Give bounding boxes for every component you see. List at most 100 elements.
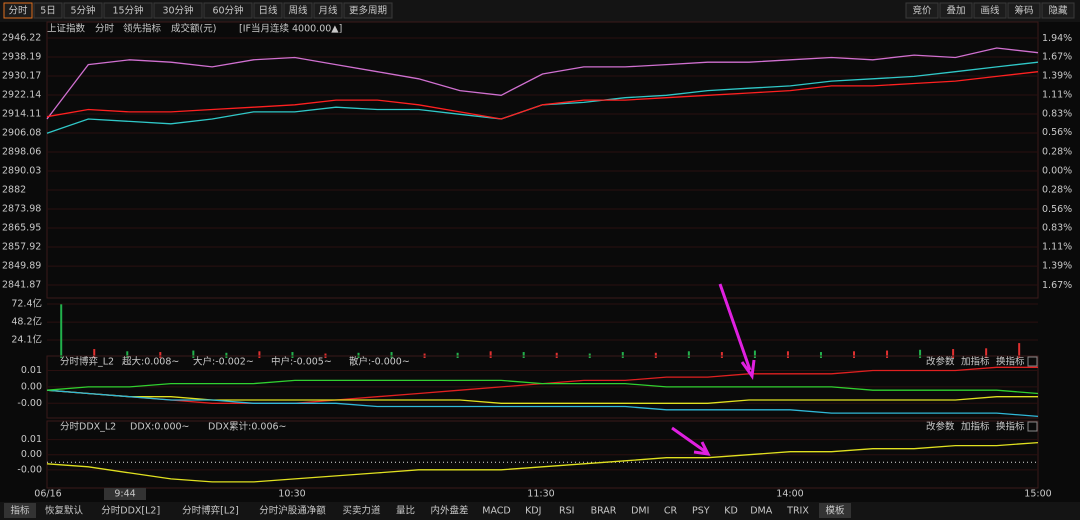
cursor-label-bg — [104, 488, 146, 500]
bottom-tab[interactable]: 买卖力道 — [342, 505, 381, 517]
panel-button[interactable]: 换指标 — [996, 421, 1025, 433]
volume-bar — [753, 350, 756, 358]
y-tick-label: 2946.22 — [2, 33, 41, 44]
tool-button[interactable] — [1007, 2, 1041, 19]
x-tick-label: 14:00 — [776, 489, 803, 500]
y-tick-label: 0.01 — [21, 434, 42, 445]
volume-bar — [93, 349, 96, 358]
volume-bar — [720, 352, 723, 358]
tab-button[interactable] — [283, 2, 313, 19]
y-tick-label: 0.00 — [21, 381, 42, 392]
y2-tick-label: 1.11% — [1042, 90, 1072, 101]
volume-bar — [126, 351, 129, 358]
volume-bar — [1018, 343, 1021, 358]
y2-tick-label: 1.39% — [1042, 261, 1072, 272]
y-tick-label: 2930.17 — [2, 71, 41, 82]
volume-bar — [687, 351, 690, 358]
bottom-tab[interactable]: DMI — [631, 506, 649, 517]
bottom-tab[interactable]: TRIX — [786, 506, 809, 517]
y-tick-label: 48.2亿 — [11, 316, 42, 328]
bottom-tab[interactable]: 指标 — [10, 505, 30, 517]
tab-button[interactable] — [343, 2, 393, 19]
y2-tick-label: 0.83% — [1042, 222, 1072, 233]
volume-bar — [456, 352, 459, 358]
bottom-tab[interactable]: 分时DDX[L2] — [101, 505, 160, 517]
y-tick-label: 2849.89 — [2, 261, 41, 272]
legend-label: 上证指数 — [47, 23, 86, 35]
legend-label: 散户:-0.000~ — [349, 356, 410, 368]
volume-bar — [192, 350, 195, 358]
bottom-tab[interactable]: 模板 — [825, 505, 845, 517]
volume-bar — [654, 352, 657, 358]
panel-button[interactable]: 加指标 — [961, 421, 990, 433]
bottom-tab[interactable]: 恢复默认 — [45, 505, 84, 517]
annotation-arrow — [671, 426, 711, 456]
legend-label: 分时 — [95, 23, 115, 35]
tool-button[interactable] — [905, 2, 939, 19]
tab-button[interactable] — [253, 2, 283, 19]
tab-bg[interactable] — [819, 503, 851, 518]
series-line — [46, 47, 1039, 120]
tab-button[interactable] — [153, 2, 203, 19]
volume-bar — [621, 352, 624, 358]
y2-tick-label: 0.56% — [1042, 204, 1072, 215]
tab-button[interactable] — [33, 2, 63, 19]
close-button[interactable] — [1027, 356, 1038, 367]
volume-bar — [489, 351, 492, 358]
legend-label: 中户:-0.005~ — [271, 356, 332, 368]
tool-label: 竞价 — [912, 5, 932, 17]
y-tick-label: -0.00 — [17, 398, 42, 409]
volume-bar — [786, 351, 789, 358]
bottom-tab[interactable]: BRAR — [591, 506, 617, 517]
volume-bar — [522, 352, 525, 358]
tab-button[interactable] — [103, 2, 153, 19]
close-button[interactable] — [1027, 421, 1038, 432]
tool-label: 隐藏 — [1048, 5, 1068, 17]
tool-button[interactable] — [973, 2, 1007, 19]
tab-label: 周线 — [288, 5, 308, 17]
tab-label: 月线 — [318, 5, 338, 17]
y-tick-label: 2873.98 — [2, 204, 41, 215]
legend-label: 超大:0.008~ — [122, 356, 179, 368]
tab-button[interactable] — [313, 2, 343, 19]
tab-button[interactable] — [3, 2, 33, 19]
tab-button[interactable] — [63, 2, 103, 19]
volume-bar — [819, 352, 822, 358]
y-tick-label: 0.01 — [21, 365, 42, 376]
tool-button[interactable] — [1041, 2, 1075, 19]
bottom-tab[interactable]: 分时沪股通净额 — [259, 505, 326, 517]
panel-button[interactable]: 改参数 — [926, 421, 955, 433]
volume-bar — [225, 352, 228, 358]
panel-button[interactable]: 换指标 — [996, 356, 1025, 368]
bottom-tab[interactable]: RSI — [559, 506, 574, 517]
panel-border — [46, 21, 1039, 299]
bottom-tab[interactable]: 分时博弈[L2] — [182, 505, 239, 517]
bottom-tab[interactable]: 量比 — [396, 505, 415, 517]
bottom-tab[interactable]: KDJ — [525, 506, 541, 517]
panel-button[interactable]: 改参数 — [926, 356, 955, 368]
tabbar-bg — [0, 502, 1080, 520]
bottom-tab[interactable]: KD — [724, 506, 738, 517]
tab-label: 日线 — [258, 5, 278, 17]
y-tick-label: 2914.11 — [2, 109, 41, 120]
tab-bg[interactable] — [4, 503, 36, 518]
bottom-tab[interactable]: CR — [664, 506, 678, 517]
volume-bar — [159, 352, 162, 358]
bottom-tab[interactable]: 内外盘差 — [430, 505, 468, 517]
panel-title: 分时博弈_L2 — [60, 356, 114, 368]
panel-title: 分时DDX_L2 — [60, 421, 116, 433]
bottom-tab[interactable]: DMA — [750, 506, 773, 517]
legend-label: 大户:-0.002~ — [193, 356, 254, 368]
volume-bar — [258, 351, 261, 358]
panel-button[interactable]: 加指标 — [961, 356, 990, 368]
tool-button[interactable] — [939, 2, 973, 19]
volume-bar — [555, 352, 558, 358]
y2-tick-label: 1.67% — [1042, 280, 1072, 291]
bottom-tab[interactable]: PSY — [692, 506, 710, 517]
volume-bar — [952, 349, 955, 358]
bottom-tab[interactable]: MACD — [482, 506, 510, 517]
tab-button[interactable] — [203, 2, 253, 19]
tab-label: 30分钟 — [162, 5, 193, 17]
